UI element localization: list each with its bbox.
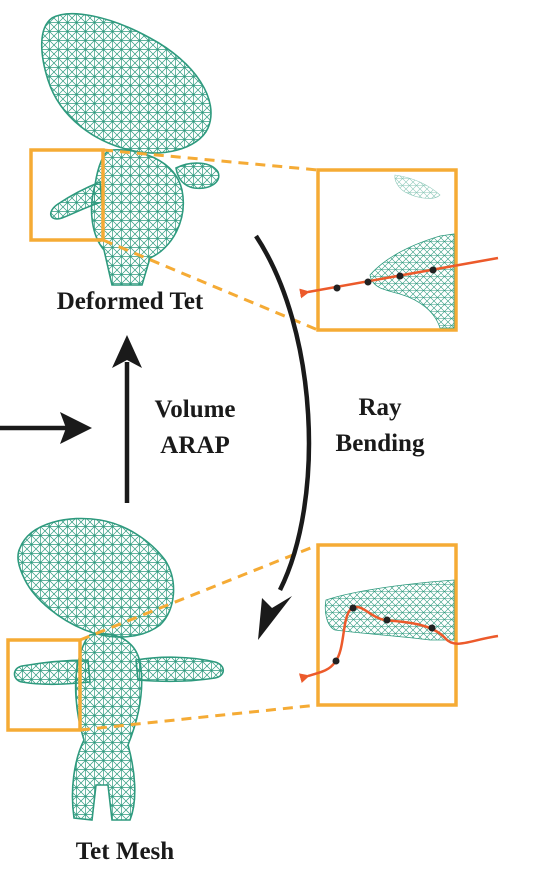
tet-mesh-label: Tet Mesh [45, 838, 205, 866]
tetmesh-arm-right [136, 657, 223, 681]
tet-mesh [15, 518, 224, 820]
tetmesh-highlight-box [8, 640, 80, 730]
input-arrow [0, 412, 92, 444]
ray-sample-point [397, 273, 404, 280]
deformed-zoom-panel [308, 170, 498, 330]
deformed-body [92, 150, 184, 285]
ray-sample-point [384, 617, 391, 624]
volume-arap-label-line1: Volume [130, 396, 260, 424]
volume-arap-label-line2: ARAP [130, 432, 260, 460]
ray-sample-point [334, 285, 341, 292]
ray-sample-point [350, 605, 357, 612]
tetmesh-head [18, 518, 174, 636]
ray-bending-arrow [256, 236, 309, 640]
deformed-head [42, 14, 211, 153]
ray-sample-point [333, 658, 340, 665]
tetmesh-zoom-panel [308, 545, 498, 705]
ray-sample-point [365, 279, 372, 286]
deformed-tet-label: Deformed Tet [20, 288, 240, 316]
ray-sample-point [429, 625, 436, 632]
ray-bending-label-line2: Bending [315, 430, 445, 458]
ray-sample-point [430, 267, 437, 274]
ray-bending-label-line1: Ray [330, 394, 430, 422]
deformed-arm-right [176, 163, 219, 188]
